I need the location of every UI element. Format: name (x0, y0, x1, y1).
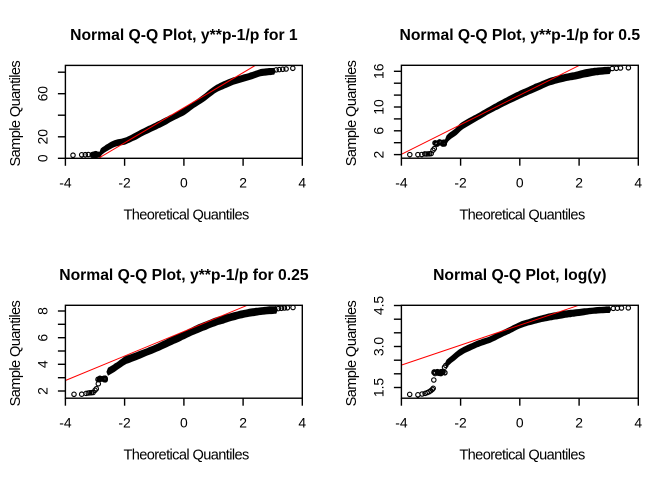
svg-text:0: 0 (516, 175, 524, 191)
svg-text:0: 0 (516, 415, 524, 431)
svg-text:3.0: 3.0 (371, 337, 387, 357)
svg-text:Normal Q-Q Plot, y**p-1/p for: Normal Q-Q Plot, y**p-1/p for 0.25 (59, 267, 309, 284)
svg-text:Sample Quantiles: Sample Quantiles (344, 60, 360, 166)
svg-text:-2: -2 (454, 415, 467, 431)
svg-text:2: 2 (239, 175, 247, 191)
svg-text:2: 2 (575, 415, 583, 431)
svg-text:20: 20 (35, 129, 51, 145)
svg-text:2: 2 (371, 150, 387, 158)
svg-text:6: 6 (35, 334, 51, 342)
svg-text:2: 2 (239, 415, 247, 431)
svg-text:-4: -4 (395, 175, 408, 191)
svg-text:4.5: 4.5 (371, 296, 387, 316)
svg-text:0: 0 (180, 175, 188, 191)
svg-text:Normal Q-Q Plot, y**p-1/p for: Normal Q-Q Plot, y**p-1/p for 0.5 (400, 27, 641, 44)
svg-text:Theoretical Quantiles: Theoretical Quantiles (123, 208, 249, 224)
svg-text:0: 0 (180, 415, 188, 431)
svg-text:0: 0 (35, 154, 51, 162)
svg-text:4: 4 (35, 360, 51, 368)
svg-text:4: 4 (298, 175, 306, 191)
svg-text:4: 4 (634, 175, 642, 191)
svg-text:-4: -4 (59, 415, 72, 431)
svg-text:-4: -4 (59, 175, 72, 191)
svg-text:10: 10 (371, 99, 387, 115)
svg-text:Theoretical Quantiles: Theoretical Quantiles (123, 447, 249, 463)
svg-text:-2: -2 (118, 175, 131, 191)
svg-text:60: 60 (35, 86, 51, 102)
svg-text:2: 2 (575, 175, 583, 191)
svg-text:Normal Q-Q Plot, log(y): Normal Q-Q Plot, log(y) (433, 267, 606, 284)
svg-text:Normal Q-Q Plot, y**p-1/p for: Normal Q-Q Plot, y**p-1/p for 1 (70, 27, 298, 44)
svg-text:Theoretical Quantiles: Theoretical Quantiles (459, 447, 585, 463)
svg-text:-2: -2 (454, 175, 467, 191)
svg-text:16: 16 (371, 63, 387, 79)
svg-text:4: 4 (634, 415, 642, 431)
svg-text:-4: -4 (395, 415, 408, 431)
svg-text:4: 4 (298, 415, 306, 431)
svg-text:-2: -2 (118, 415, 131, 431)
svg-text:Sample Quantiles: Sample Quantiles (8, 61, 24, 167)
svg-text:Sample Quantiles: Sample Quantiles (344, 301, 360, 407)
svg-text:8: 8 (35, 307, 51, 315)
svg-text:2: 2 (35, 387, 51, 395)
svg-text:Theoretical Quantiles: Theoretical Quantiles (459, 207, 585, 223)
svg-text:6: 6 (371, 127, 387, 135)
svg-text:1.5: 1.5 (371, 378, 387, 398)
svg-text:Sample Quantiles: Sample Quantiles (8, 301, 24, 407)
